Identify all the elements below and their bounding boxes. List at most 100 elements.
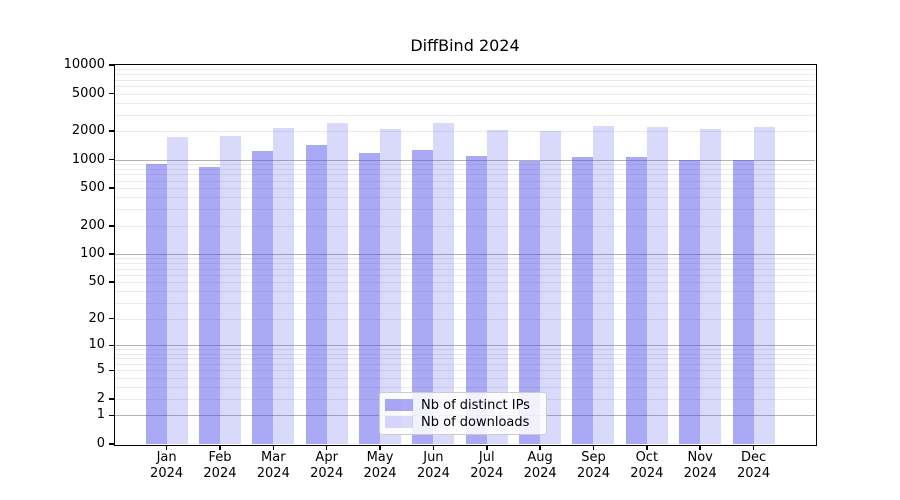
x-axis-tick	[379, 444, 381, 450]
bar-distinct-ips	[145, 164, 167, 444]
minor-gridline	[115, 102, 815, 104]
plot-area	[113, 63, 817, 446]
x-axis-tick-label: Jul 2024	[455, 450, 519, 482]
x-label-month: Nov	[687, 450, 713, 465]
y-axis-tick	[109, 414, 115, 417]
x-label-year: 2024	[310, 466, 344, 481]
y-axis-tick	[109, 158, 115, 161]
legend-item-distinct-ips: Nb of distinct IPs	[385, 397, 540, 413]
minor-gridline	[115, 274, 815, 276]
x-axis-tick-label: Feb 2024	[188, 450, 252, 482]
legend-swatch-downloads	[385, 416, 413, 428]
bar-distinct-ips	[412, 150, 434, 444]
bar-downloads	[166, 136, 188, 444]
x-label-month: May	[366, 450, 394, 465]
bar-distinct-ips	[625, 157, 647, 444]
bar-downloads	[219, 135, 241, 444]
y-axis-tick	[109, 369, 115, 372]
minor-gridline	[115, 69, 815, 71]
x-label-month: Dec	[740, 450, 767, 465]
bar-downloads	[433, 122, 455, 444]
y-axis-tick-label: 50	[88, 274, 105, 290]
minor-gridline	[115, 302, 815, 304]
x-label-month: Jun	[423, 450, 444, 465]
bar-downloads	[326, 122, 348, 444]
x-label-year: 2024	[150, 466, 184, 481]
x-label-month: Sep	[581, 450, 606, 465]
minor-gridline	[115, 93, 815, 95]
major-gridline	[115, 254, 815, 256]
minor-gridline	[115, 282, 815, 284]
x-axis-tick	[592, 444, 595, 450]
minor-gridline	[115, 386, 815, 388]
y-axis-tick	[109, 344, 115, 347]
legend-label-downloads: Nb of downloads	[421, 414, 530, 430]
bar-distinct-ips	[359, 153, 381, 444]
chart-title: DiffBind 2024	[410, 36, 520, 55]
minor-gridline	[115, 363, 815, 365]
x-axis-tick-label: Sep 2024	[561, 450, 625, 482]
y-axis-tick-label: 10000	[63, 57, 105, 72]
x-axis-tick	[325, 444, 328, 450]
y-axis-tick-label: 5000	[71, 85, 105, 101]
minor-gridline	[115, 164, 815, 166]
minor-gridline	[115, 188, 815, 190]
bar-downloads	[380, 129, 402, 444]
y-axis-tick	[109, 130, 115, 132]
legend-swatch-distinct-ips	[385, 399, 413, 411]
x-axis-tick-label: May 2024	[348, 450, 412, 482]
minor-gridline	[115, 258, 815, 260]
bar-distinct-ips	[252, 150, 274, 444]
y-axis-tick	[109, 443, 115, 445]
bar-downloads	[700, 129, 722, 444]
x-axis-tick-label: Apr 2024	[295, 450, 359, 482]
y-axis-tick	[109, 187, 115, 189]
x-axis-tick-label: Nov 2024	[668, 450, 732, 482]
x-label-month: Apr	[315, 450, 338, 465]
minor-gridline	[115, 209, 815, 211]
y-axis-tick	[109, 225, 115, 227]
x-axis-tick-label: Dec 2024	[722, 450, 786, 482]
x-label-year: 2024	[683, 466, 717, 481]
minor-gridline	[115, 318, 815, 320]
x-axis-tick	[539, 444, 541, 450]
bar-distinct-ips	[465, 156, 487, 444]
x-axis-tick-label: Oct 2024	[615, 450, 679, 482]
y-axis-tick-label: 200	[80, 217, 105, 233]
minor-gridline	[115, 74, 815, 76]
bar-distinct-ips	[519, 161, 541, 444]
legend-label-distinct-ips: Nb of distinct IPs	[421, 397, 530, 413]
x-axis-tick	[219, 444, 221, 450]
legend-item-downloads: Nb of downloads	[385, 414, 540, 430]
y-axis-tick	[109, 281, 115, 283]
x-axis-tick-label: Jan 2024	[135, 450, 199, 482]
y-axis-tick	[109, 253, 115, 255]
x-label-year: 2024	[256, 466, 290, 481]
minor-gridline	[115, 268, 815, 270]
y-axis-tick	[109, 317, 115, 320]
x-axis-tick-label: Jun 2024	[401, 450, 465, 482]
bar-downloads	[646, 127, 668, 444]
bar-downloads	[540, 131, 562, 444]
x-label-month: Jan	[156, 450, 177, 465]
x-axis-tick	[486, 444, 488, 450]
x-label-month: Feb	[208, 450, 232, 465]
y-axis-tick	[109, 398, 115, 400]
major-gridline	[115, 345, 815, 347]
minor-gridline	[115, 263, 815, 265]
x-label-month: Aug	[527, 450, 553, 465]
x-label-year: 2024	[630, 466, 664, 481]
y-axis-tick-label: 0	[96, 436, 105, 451]
x-label-year: 2024	[576, 466, 611, 481]
x-label-year: 2024	[470, 466, 504, 481]
y-axis-tick	[109, 92, 115, 95]
y-axis-tick	[109, 64, 115, 66]
y-axis-tick-label: 10	[88, 337, 105, 353]
bar-distinct-ips	[679, 160, 701, 444]
x-label-year: 2024	[737, 466, 771, 481]
y-axis-tick-label: 1	[96, 407, 105, 423]
x-axis-tick-label: Mar 2024	[241, 450, 305, 482]
minor-gridline	[115, 349, 815, 351]
minor-gridline	[115, 168, 815, 170]
